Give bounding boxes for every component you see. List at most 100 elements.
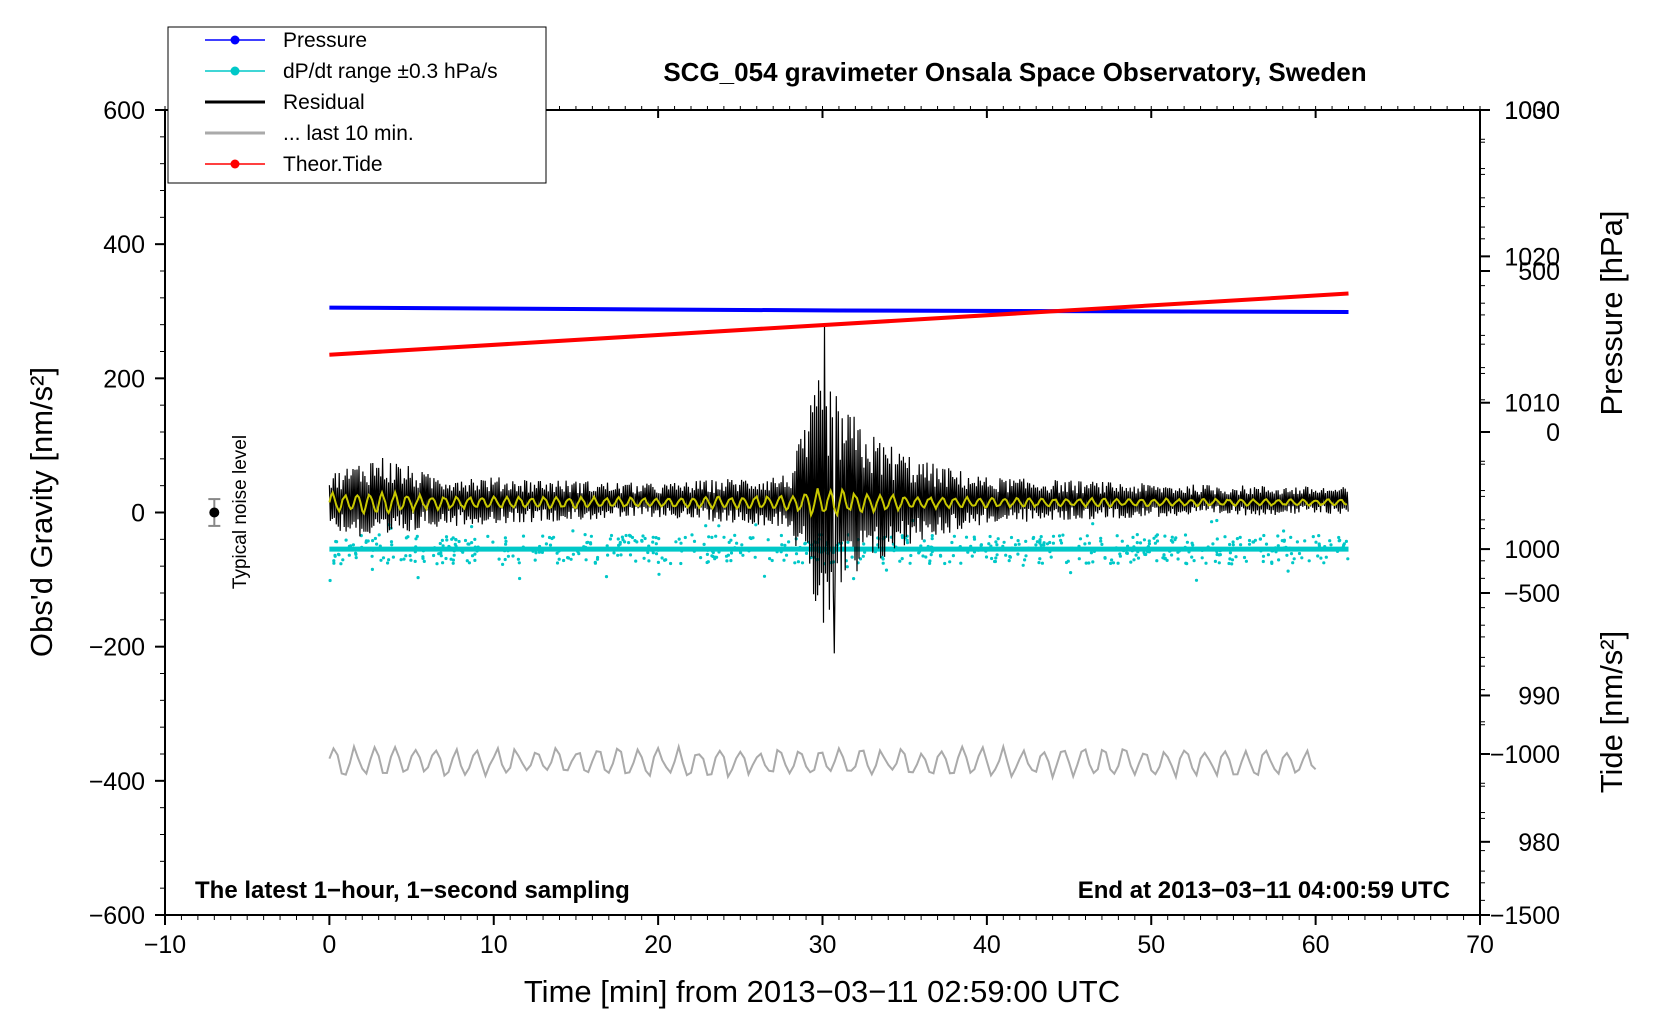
dpdt-point — [713, 548, 717, 552]
dpdt-point — [928, 559, 932, 563]
pressure-tick-label: 1000 — [1504, 536, 1560, 564]
dpdt-point — [1010, 546, 1014, 550]
dpdt-point — [1176, 557, 1180, 561]
dpdt-point — [1342, 543, 1346, 547]
dpdt-point — [1247, 538, 1252, 543]
dpdt-point — [898, 559, 902, 563]
dpdt-point — [454, 538, 458, 542]
dpdt-point — [418, 546, 422, 551]
dpdt-point — [762, 574, 767, 578]
dpdt-point — [501, 562, 505, 567]
dpdt-point — [739, 551, 743, 555]
dpdt-point — [1213, 559, 1217, 564]
dpdt-point — [651, 540, 655, 544]
dpdt-point — [608, 537, 613, 541]
dpdt-point — [790, 546, 794, 550]
dpdt-point — [1217, 561, 1221, 565]
dpdt-point — [404, 554, 408, 558]
dpdt-point — [1271, 549, 1275, 553]
dpdt-point — [349, 544, 353, 548]
dpdt-point — [1223, 535, 1227, 539]
dpdt-point — [486, 534, 490, 539]
dpdt-point — [1192, 559, 1196, 563]
dpdt-point — [391, 555, 395, 559]
dpdt-point — [660, 556, 664, 560]
dpdt-point — [751, 536, 755, 540]
dpdt-point — [930, 545, 934, 550]
residual-filtered-line — [328, 487, 1347, 519]
dpdt-point — [517, 561, 521, 565]
dpdt-point — [547, 535, 552, 540]
dpdt-point — [496, 546, 500, 550]
series-pressure — [329, 305, 1349, 314]
dpdt-point — [1276, 544, 1280, 548]
dpdt-point — [1132, 558, 1136, 562]
series-last-10-min — [328, 742, 1317, 781]
dpdt-point — [1048, 550, 1052, 554]
dpdt-point — [1300, 556, 1304, 560]
dpdt-point — [1038, 557, 1042, 561]
dpdt-point — [846, 540, 850, 544]
series-residual-filtered — [328, 487, 1347, 519]
dpdt-point — [1314, 540, 1318, 544]
dpdt-point — [779, 533, 784, 538]
dpdt-point — [1200, 548, 1204, 553]
dpdt-point — [540, 549, 544, 553]
dpdt-point — [909, 553, 913, 558]
dpdt-point — [1177, 548, 1182, 552]
dpdt-point — [881, 561, 885, 565]
dpdt-point — [735, 541, 739, 545]
dpdt-point — [850, 555, 854, 559]
dpdt-point — [710, 554, 714, 558]
dpdt-point — [473, 552, 477, 556]
dpdt-point — [387, 558, 391, 562]
dpdt-point — [1335, 549, 1340, 554]
dpdt-point — [952, 534, 957, 538]
dpdt-point — [1092, 549, 1096, 554]
legend-marker — [230, 66, 240, 76]
dpdt-point — [576, 550, 580, 554]
dpdt-point — [704, 524, 708, 528]
dpdt-point — [1152, 536, 1156, 540]
dpdt-point — [784, 553, 789, 557]
dpdt-point — [908, 561, 912, 565]
dpdt-point — [1142, 538, 1146, 542]
tide-tick-label: 0 — [1546, 419, 1560, 447]
dpdt-point — [1303, 539, 1307, 543]
dpdt-point — [679, 561, 683, 566]
dpdt-point — [993, 559, 998, 564]
dpdt-point — [780, 543, 784, 547]
dpdt-point — [1051, 534, 1056, 538]
dpdt-point — [333, 554, 337, 558]
dpdt-point — [1264, 542, 1269, 546]
noise-level-label: Typical noise level — [230, 435, 251, 589]
dpdt-point — [951, 554, 956, 558]
dpdt-point — [657, 537, 661, 541]
dpdt-point — [435, 562, 439, 566]
dpdt-point — [475, 549, 479, 553]
dpdt-point — [929, 553, 933, 557]
dpdt-point — [1114, 546, 1118, 550]
dpdt-point — [1077, 544, 1081, 548]
dpdt-point — [584, 545, 588, 549]
legend-label: ... last 10 min. — [283, 122, 414, 145]
dpdt-point — [748, 547, 752, 551]
dpdt-point — [1307, 559, 1311, 563]
dpdt-point — [800, 561, 805, 565]
dpdt-point — [1103, 556, 1107, 560]
dpdt-point — [884, 568, 889, 572]
dpdt-point — [571, 529, 575, 533]
dpdt-point — [609, 533, 614, 538]
dpdt-point — [1231, 543, 1235, 547]
x-axis-title: Time [min] from 2013−03−11 02:59:00 UTC — [524, 974, 1120, 1009]
dpdt-point — [386, 561, 390, 565]
dpdt-point — [1165, 558, 1169, 563]
dpdt-point — [584, 558, 588, 562]
dpdt-point — [1032, 546, 1036, 550]
dpdt-point — [946, 548, 950, 552]
dpdt-point — [453, 542, 457, 547]
dpdt-point — [1120, 539, 1124, 543]
legend-marker — [230, 35, 240, 45]
dpdt-point — [782, 558, 786, 562]
